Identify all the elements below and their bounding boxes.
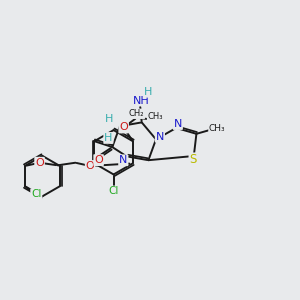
Text: Cl: Cl — [31, 189, 41, 199]
Text: CH₂: CH₂ — [129, 109, 144, 118]
Text: CH₃: CH₃ — [209, 124, 226, 133]
Text: O: O — [94, 155, 103, 165]
Text: O: O — [119, 122, 128, 133]
Text: O: O — [35, 158, 44, 168]
Text: NH: NH — [132, 95, 149, 106]
Text: S: S — [190, 153, 197, 167]
Text: H: H — [105, 114, 114, 124]
Text: CH₃: CH₃ — [148, 112, 163, 121]
Text: H: H — [104, 133, 112, 143]
Text: H: H — [144, 87, 152, 97]
Text: Cl: Cl — [108, 186, 119, 197]
Text: N: N — [174, 119, 182, 129]
Text: N: N — [119, 155, 128, 165]
Text: N: N — [156, 132, 164, 142]
Text: O: O — [86, 161, 94, 171]
